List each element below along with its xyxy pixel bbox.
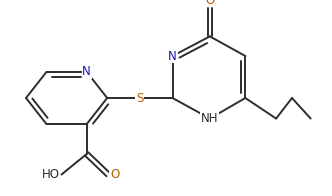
- Text: O: O: [205, 0, 214, 6]
- Text: HO: HO: [42, 168, 60, 181]
- Text: N: N: [168, 50, 177, 63]
- Text: O: O: [110, 168, 119, 181]
- Text: S: S: [136, 92, 143, 104]
- Text: NH: NH: [201, 112, 218, 125]
- Text: N: N: [82, 65, 91, 78]
